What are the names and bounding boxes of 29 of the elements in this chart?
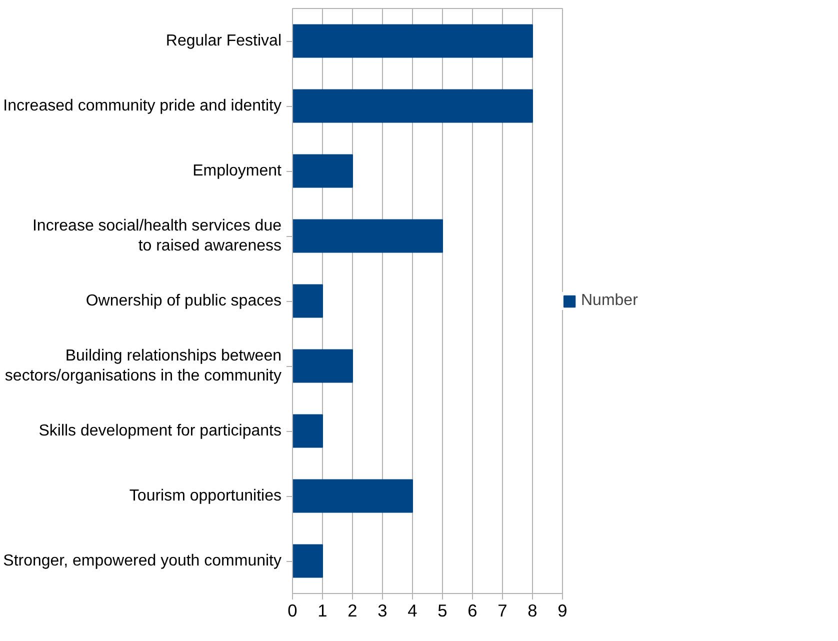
bar (292, 24, 533, 58)
bar (292, 284, 323, 318)
bar (292, 414, 323, 448)
x-tick-label: 6 (468, 600, 478, 620)
y-tick-label: Building relationships between sectors/organisations in the community (4, 347, 282, 385)
x-tick-label: 3 (378, 600, 388, 620)
legend-label: Number (581, 292, 638, 310)
bar (292, 544, 323, 578)
x-tick-label: 5 (438, 600, 448, 620)
y-tick-label: Employment (192, 162, 282, 180)
y-tick-label: Ownership of public spaces (86, 292, 282, 310)
bar (292, 349, 353, 383)
x-tick-label: 4 (408, 600, 418, 620)
bar (292, 219, 443, 253)
y-tick-label: Increase social/health services due to raised awareness (32, 217, 282, 255)
x-tick-label: 2 (348, 600, 358, 620)
y-tick-label: Stronger, empowered youth community (3, 552, 282, 570)
y-tick-label: Skills development for participants (38, 422, 282, 440)
x-tick-label: 0 (288, 600, 298, 620)
bar (292, 89, 533, 123)
y-tick-label: Tourism opportunities (129, 488, 282, 504)
y-tick-label: Regular Festival (166, 32, 282, 50)
x-tick-label: 9 (558, 600, 568, 620)
x-tick-label: 7 (498, 600, 508, 620)
x-tick-label: 8 (528, 600, 538, 620)
x-tick-label: 1 (318, 600, 328, 620)
y-tick-label: Increased community pride and identity (3, 98, 282, 114)
bar (292, 154, 353, 188)
bar (292, 479, 413, 513)
